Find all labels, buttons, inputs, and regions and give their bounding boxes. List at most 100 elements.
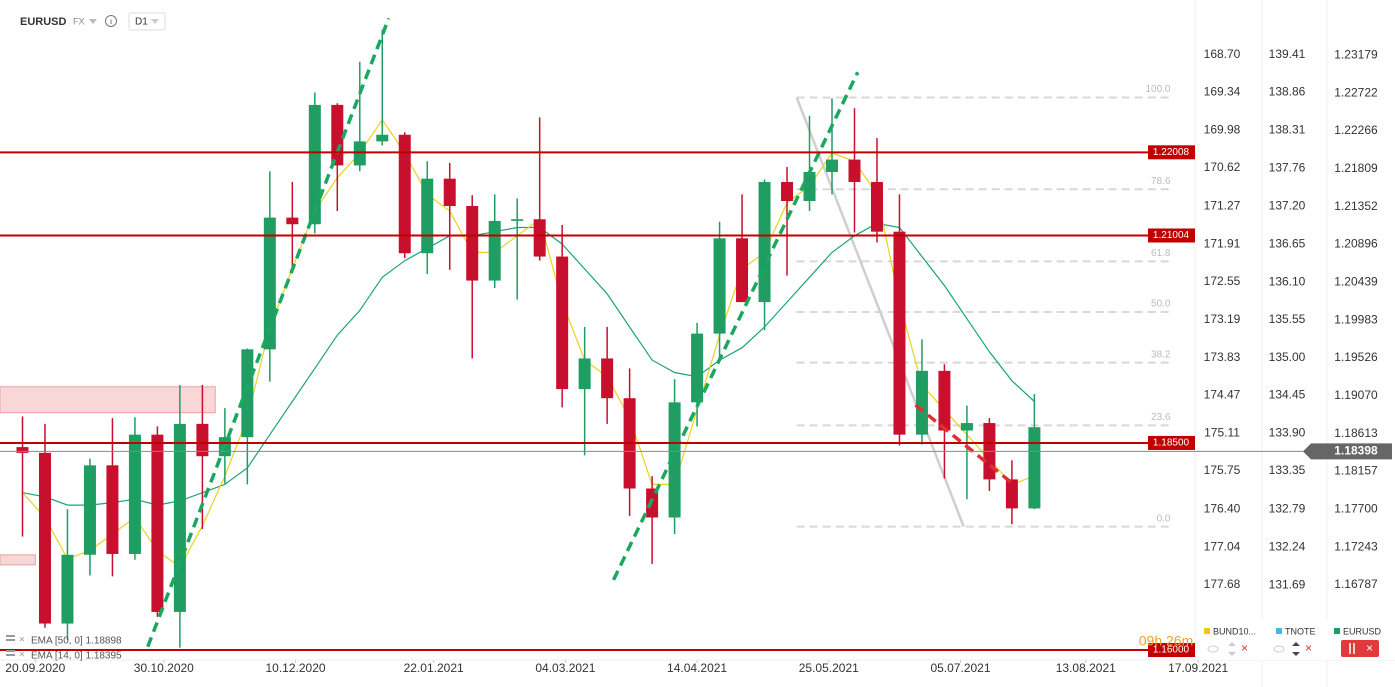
trendline [611, 71, 860, 581]
x-tick-label: 13.08.2021 [1056, 661, 1116, 675]
level-tag [1148, 435, 1195, 450]
x-tick-label: 25.05.2021 [799, 661, 859, 675]
candle-body [556, 256, 569, 390]
symbol[interactable]: EURUSD [20, 16, 67, 28]
y-tick-label: 1.23179 [1334, 47, 1378, 61]
level-tag [1148, 228, 1195, 243]
level-tag [1148, 145, 1195, 160]
candle-body [781, 181, 794, 202]
x-tick-label: 05.07.2021 [930, 661, 990, 675]
y-tick-label: 137.76 [1269, 160, 1306, 174]
candle-body [353, 141, 366, 166]
y-tick-label: 138.86 [1269, 85, 1306, 99]
fib-label: 100.0 [1145, 84, 1170, 95]
y-tick-label: 1.22266 [1334, 123, 1378, 137]
y-tick-label: 1.19983 [1334, 312, 1378, 326]
y-tick-label: 1.16787 [1334, 577, 1378, 591]
zone [0, 554, 36, 566]
y-tick-label: 1.21809 [1334, 161, 1378, 175]
candle-body [758, 181, 771, 303]
visibility-icon[interactable] [1207, 645, 1219, 653]
y-tick-label: 133.90 [1269, 425, 1306, 439]
candle-body [421, 178, 434, 254]
legend-icon[interactable] [6, 639, 15, 641]
candle-body [1028, 427, 1041, 509]
y-tick-label: 136.10 [1269, 274, 1306, 288]
y-tick-label: 174.47 [1204, 388, 1241, 402]
last-price-label: 1.18398 [1334, 444, 1378, 458]
candle-body [173, 423, 186, 612]
interval: D1 [135, 17, 148, 28]
fib-label: 61.8 [1151, 248, 1171, 259]
close-icon[interactable]: × [19, 650, 25, 661]
candle-body [466, 206, 479, 281]
y-tick-label: 1.19070 [1334, 388, 1378, 402]
order-icon[interactable] [1228, 642, 1236, 656]
market: FX [73, 16, 85, 26]
level-label: 1.18500 [1153, 438, 1190, 449]
candle-body [151, 434, 164, 612]
y-tick-label: 168.70 [1204, 47, 1241, 61]
ema-legend: EMA [50, 0] 1.18898 [31, 636, 122, 647]
order-icon[interactable] [1292, 642, 1300, 656]
candle-body [713, 238, 726, 334]
close-icon[interactable]: × [19, 635, 25, 646]
order-icon [1349, 643, 1355, 654]
remove-icon[interactable]: × [1241, 641, 1248, 655]
y-tick-label: 1.18157 [1334, 464, 1378, 478]
y-tick-label: 1.22722 [1334, 85, 1378, 99]
visibility-icon[interactable] [1273, 645, 1285, 653]
level-label: 1.16000 [1153, 645, 1190, 656]
y-tick-label: 132.79 [1269, 502, 1306, 516]
x-tick-label: 14.04.2021 [667, 661, 727, 675]
y-tick-label: 175.11 [1204, 425, 1240, 439]
candle-body [331, 104, 344, 166]
y-tick-label: 1.19526 [1334, 350, 1378, 364]
y-tick-label: 1.21352 [1334, 199, 1378, 213]
toolbar: EURUSD FX D1 [20, 12, 166, 31]
candle-body [870, 181, 883, 232]
y-tick-label: 1.17243 [1334, 539, 1378, 553]
fib-label: 23.6 [1151, 412, 1171, 423]
x-tick-label: 20.09.2020 [5, 661, 65, 675]
y-tick-label: 133.35 [1269, 463, 1306, 477]
tab-label[interactable]: BUND10... [1213, 626, 1256, 636]
trendline [914, 403, 1013, 485]
y-tick-label: 177.04 [1204, 539, 1241, 553]
fib-label: 78.6 [1151, 176, 1171, 187]
y-tick-label: 1.17700 [1334, 501, 1378, 515]
candle-body [61, 554, 74, 624]
candle-body [691, 333, 704, 403]
candle-body [38, 452, 51, 624]
remove-icon[interactable]: × [1366, 641, 1373, 655]
dropdown-arrow[interactable] [89, 19, 97, 24]
trendline [146, 17, 391, 648]
candle-body [826, 159, 839, 173]
active-tab-controls[interactable] [1341, 640, 1379, 657]
info-icon[interactable] [105, 15, 117, 27]
interval-select[interactable] [128, 12, 166, 31]
tab-color [1276, 628, 1282, 634]
legend-icon[interactable] [6, 654, 15, 656]
candle-body [668, 402, 681, 518]
legend-icon[interactable] [6, 650, 15, 652]
y-tick-label: 1.20439 [1334, 274, 1378, 288]
candle-body [83, 465, 96, 555]
y-tick-label: 1.20896 [1334, 237, 1378, 251]
tab-label[interactable]: TNOTE [1285, 626, 1316, 636]
series-tabs: BUND10... TNOTE EURUSD × × × [1196, 620, 1395, 660]
candle-body [196, 423, 209, 457]
y-tick-label: 177.68 [1204, 577, 1241, 591]
candle-body [398, 134, 411, 254]
legend-icon[interactable] [6, 635, 15, 637]
y-tick-label: 132.24 [1269, 539, 1306, 553]
remove-icon[interactable]: × [1305, 641, 1312, 655]
y-tick-label: 135.00 [1269, 350, 1306, 364]
y-tick-label: 131.69 [1269, 577, 1306, 591]
candle-body [915, 370, 928, 435]
tab-label[interactable]: EURUSD [1343, 626, 1382, 636]
candle-body [533, 219, 546, 257]
candle-body [511, 219, 524, 221]
candle-body [848, 159, 861, 182]
y-tick-label: 173.83 [1204, 350, 1241, 364]
